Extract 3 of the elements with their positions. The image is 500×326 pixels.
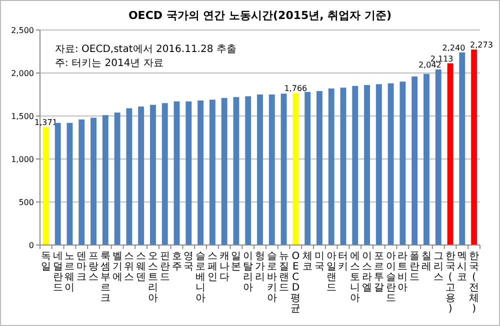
annotation: 자료: OECD,stat에서 2016.11.28 추출 bbox=[55, 44, 236, 55]
title: OECD 국가의 연간 노동시간(2015년, 취업자 기준) bbox=[128, 9, 392, 22]
annotation: 주: 터키는 2014년 자료 bbox=[55, 58, 164, 69]
